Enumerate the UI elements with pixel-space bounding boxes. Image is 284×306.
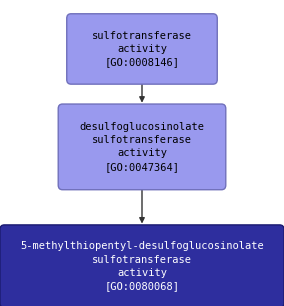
Text: desulfoglucosinolate
sulfotransferase
activity
[GO:0047364]: desulfoglucosinolate sulfotransferase ac… (80, 122, 204, 172)
FancyBboxPatch shape (58, 104, 226, 190)
Text: 5-methylthiopentyl-desulfoglucosinolate
sulfotransferase
activity
[GO:0080068]: 5-methylthiopentyl-desulfoglucosinolate … (20, 241, 264, 291)
FancyBboxPatch shape (0, 225, 284, 306)
Text: sulfotransferase
activity
[GO:0008146]: sulfotransferase activity [GO:0008146] (92, 31, 192, 67)
FancyBboxPatch shape (67, 14, 217, 84)
